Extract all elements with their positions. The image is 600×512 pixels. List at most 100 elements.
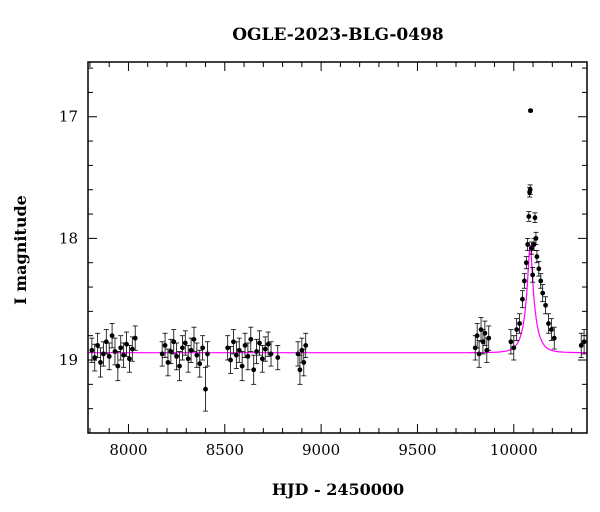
data-point xyxy=(536,261,542,277)
data-marker xyxy=(203,386,208,392)
data-marker xyxy=(525,242,531,247)
data-marker xyxy=(174,353,180,359)
data-marker xyxy=(257,340,262,346)
data-point xyxy=(168,338,174,365)
data-point xyxy=(194,342,200,368)
data-point xyxy=(191,326,197,352)
data-marker xyxy=(254,349,259,354)
data-marker xyxy=(200,345,206,351)
data-point xyxy=(225,335,231,361)
data-point xyxy=(519,290,525,309)
data-marker xyxy=(529,245,534,251)
data-point xyxy=(115,351,121,382)
data-marker xyxy=(225,345,231,351)
x-tick-label: 8000 xyxy=(109,441,147,459)
data-marker xyxy=(89,347,95,353)
data-marker xyxy=(168,349,174,354)
data-point xyxy=(182,330,188,356)
data-point xyxy=(476,340,482,368)
data-marker xyxy=(578,343,584,348)
data-point xyxy=(129,336,135,362)
data-marker xyxy=(92,355,98,360)
chart-title: OGLE-2023-BLG-0498 xyxy=(232,25,444,45)
data-point xyxy=(530,267,536,283)
data-point xyxy=(268,341,274,367)
y-axis-label: I magnitude xyxy=(11,195,30,305)
data-marker xyxy=(106,353,112,359)
data-point xyxy=(303,332,309,358)
data-marker xyxy=(476,351,482,357)
data-point xyxy=(171,329,177,355)
plot-frame xyxy=(87,61,588,434)
data-marker xyxy=(95,343,101,348)
data-marker xyxy=(191,336,197,342)
data-point xyxy=(543,296,549,315)
data-point xyxy=(521,273,527,289)
data-point xyxy=(256,330,262,356)
data-point xyxy=(525,237,531,251)
data-marker xyxy=(538,278,544,284)
data-point xyxy=(529,241,535,255)
data-marker xyxy=(268,351,274,357)
data-marker xyxy=(109,333,115,339)
data-marker xyxy=(521,278,527,284)
data-point xyxy=(248,326,254,352)
data-point xyxy=(523,256,529,270)
data-point xyxy=(265,331,271,357)
data-marker xyxy=(159,351,165,357)
data-point xyxy=(242,332,248,358)
data-point xyxy=(474,323,480,349)
data-marker xyxy=(228,357,233,363)
data-point xyxy=(239,351,245,382)
data-point xyxy=(106,342,112,371)
data-marker xyxy=(242,343,248,348)
data-marker xyxy=(194,352,200,358)
data-point xyxy=(204,341,210,367)
data-marker xyxy=(303,343,309,348)
data-marker xyxy=(520,296,525,302)
data-marker xyxy=(301,360,307,365)
data-point xyxy=(109,323,115,349)
model-curve-layer xyxy=(88,244,587,354)
data-marker xyxy=(530,272,536,278)
data-marker xyxy=(265,341,271,347)
data-point xyxy=(511,335,517,361)
data-point xyxy=(581,329,587,355)
data-marker xyxy=(511,345,517,351)
data-marker xyxy=(171,339,177,345)
data-point xyxy=(126,345,132,373)
data-point xyxy=(203,366,209,412)
data-point xyxy=(301,348,307,377)
data-marker xyxy=(486,335,492,341)
data-point xyxy=(526,211,532,222)
data-point xyxy=(551,326,557,350)
data-marker xyxy=(231,339,236,345)
data-marker xyxy=(103,339,109,345)
data-point xyxy=(245,342,251,371)
data-marker xyxy=(124,341,129,347)
data-marker xyxy=(482,330,488,336)
data-point xyxy=(118,335,124,361)
data-marker xyxy=(543,302,548,308)
data-marker xyxy=(162,343,168,348)
data-marker xyxy=(546,321,551,326)
data-point xyxy=(112,337,118,366)
data-marker xyxy=(526,214,532,219)
data-point xyxy=(179,335,185,361)
data-marker xyxy=(101,351,106,357)
data-point xyxy=(275,345,281,371)
data-marker xyxy=(533,235,539,241)
x-tick-label: 9500 xyxy=(398,441,436,459)
data-marker xyxy=(165,360,171,365)
data-marker xyxy=(239,363,245,369)
data-point xyxy=(262,336,268,362)
data-marker xyxy=(275,355,281,360)
data-marker xyxy=(233,352,239,358)
data-point xyxy=(162,332,168,358)
data-point xyxy=(230,329,236,355)
data-marker xyxy=(177,363,182,369)
data-marker xyxy=(251,367,257,373)
data-point xyxy=(259,345,265,373)
data-point xyxy=(528,108,534,114)
